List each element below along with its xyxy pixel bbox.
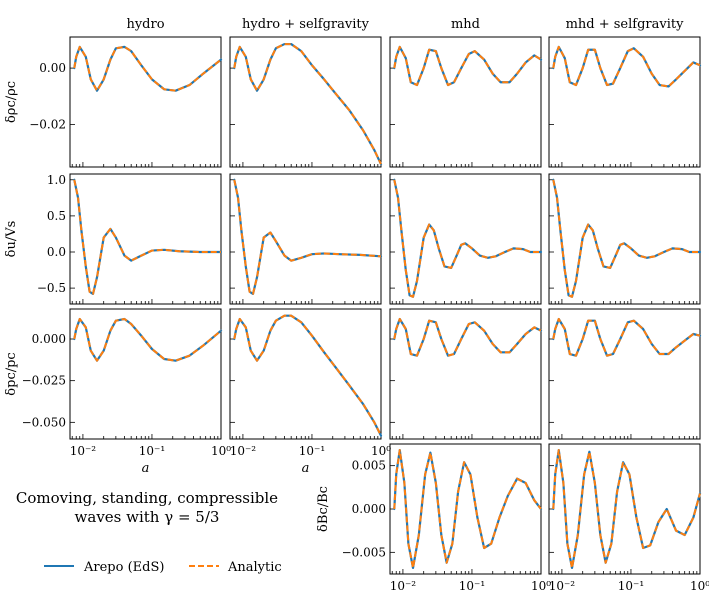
x-tick-label-2: 10⁰ <box>211 444 231 458</box>
figure-note: Comoving, standing, compressible waves w… <box>16 489 278 526</box>
legend: Arepo (EdS) Analytic <box>44 560 282 575</box>
y-tick-label-0: 0.000 <box>32 332 66 346</box>
series-analytic-line <box>233 314 382 437</box>
series-analytic-line <box>73 318 222 362</box>
row-ylabel-1: δu/Vs <box>4 221 19 258</box>
panel-frame <box>229 173 382 305</box>
legend-label-arepo: Arepo (EdS) <box>83 560 164 575</box>
y-tick-label-1: 0.5 <box>47 209 66 223</box>
y-tick-label-1: 0.000 <box>352 502 386 516</box>
row-ylabel-2: δpc/pc <box>4 352 19 395</box>
panel-frame <box>69 36 222 168</box>
series-arepo-line <box>233 314 383 437</box>
panel-frame <box>548 173 701 305</box>
series-analytic-line <box>552 318 701 357</box>
x-tick-label-2: 10⁰ <box>531 579 551 593</box>
series-analytic-line <box>393 449 542 569</box>
series-arepo-line <box>73 45 223 92</box>
series-analytic-line <box>552 449 701 569</box>
panel-frame <box>389 36 542 168</box>
series-arepo-line <box>233 42 383 166</box>
note-line-1: Comoving, standing, compressible <box>16 489 278 507</box>
panel-r1-c3 <box>548 173 702 305</box>
column-header-2: mhd <box>451 17 480 32</box>
x-tick-label-0: 10⁻² <box>549 579 576 593</box>
x-tick-label-2: 10⁰ <box>371 444 391 458</box>
y-tick-label-0: 1.0 <box>47 173 66 187</box>
panel-r2-c2 <box>389 308 543 440</box>
panel-r1-c2 <box>389 173 543 305</box>
series-arepo-line <box>73 317 223 362</box>
y-tick-label-3: −0.5 <box>37 281 66 295</box>
series-arepo-line <box>233 178 383 295</box>
series-analytic-line <box>393 179 541 298</box>
row-ylabel-0: δρc/ρc <box>4 81 19 123</box>
series-arepo-line <box>552 45 702 88</box>
x-tick-label-0: 10⁻² <box>230 444 257 458</box>
panel-r1-c1 <box>229 173 383 305</box>
panel-r2-c1: 10⁻² 10⁻¹ 10⁰ a <box>229 308 391 476</box>
y-tick-label-1: −0.02 <box>29 118 66 132</box>
panel-r2-c3 <box>548 308 702 440</box>
panel-frame <box>389 173 542 305</box>
series-analytic-line <box>552 45 701 88</box>
series-arepo-line <box>73 178 223 295</box>
panel-r3-c3: 10⁻² 10⁻¹ 10⁰ <box>548 443 709 593</box>
panel-r1-c0: 1.0 0.5 0.0 −0.5 <box>37 173 223 305</box>
panel-r0-c1 <box>229 36 383 168</box>
series-analytic-line <box>393 45 542 87</box>
row-ylabel-3: δBc/Bc <box>316 486 331 532</box>
x-tick-label-1: 10⁻¹ <box>618 579 644 593</box>
y-tick-label-2: −0.005 <box>342 545 386 559</box>
x-tick-label-2: 10⁰ <box>690 579 709 593</box>
legend-label-analytic: Analytic <box>227 560 282 575</box>
series-analytic-line <box>233 43 382 165</box>
note-line-2: waves with γ = 5/3 <box>75 508 220 526</box>
x-tick-label-1: 10⁻¹ <box>139 444 165 458</box>
panel-frame <box>69 308 222 440</box>
y-tick-label-0: 0.00 <box>39 61 66 75</box>
column-header-3: mhd + selfgravity <box>566 17 685 32</box>
y-tick-label-1: −0.025 <box>22 374 66 388</box>
panel-frame <box>69 173 222 305</box>
series-arepo-line <box>393 45 543 87</box>
x-axis-label: a <box>142 461 150 476</box>
y-tick-label-2: −0.050 <box>22 415 66 429</box>
column-header-1: hydro + selfgravity <box>242 17 370 32</box>
panels-layer: hydro hydro + selfgravity mhd mhd + selfgra… <box>4 17 709 593</box>
x-tick-label-1: 10⁻¹ <box>459 579 485 593</box>
x-tick-label-1: 10⁻¹ <box>299 444 325 458</box>
panel-r2-c0: 10⁻² 10⁻¹ 10⁰ a 0.000 −0.025 −0.050 <box>22 308 231 476</box>
series-analytic-line <box>393 318 542 357</box>
series-analytic-line <box>73 179 221 295</box>
x-tick-label-0: 10⁻² <box>70 444 97 458</box>
y-tick-label-2: 0.0 <box>47 245 66 259</box>
series-analytic-line <box>552 179 700 298</box>
panel-r0-c2 <box>389 36 543 168</box>
x-axis-label: a <box>302 461 310 476</box>
panel-r0-c0: 0.00 −0.02 <box>29 36 223 168</box>
panel-r0-c3 <box>548 36 702 168</box>
column-header-0: hydro <box>126 17 164 32</box>
x-tick-label-0: 10⁻² <box>390 579 417 593</box>
series-analytic-line <box>233 179 382 295</box>
y-tick-label-0: 0.005 <box>352 459 386 473</box>
series-analytic-line <box>73 45 222 92</box>
